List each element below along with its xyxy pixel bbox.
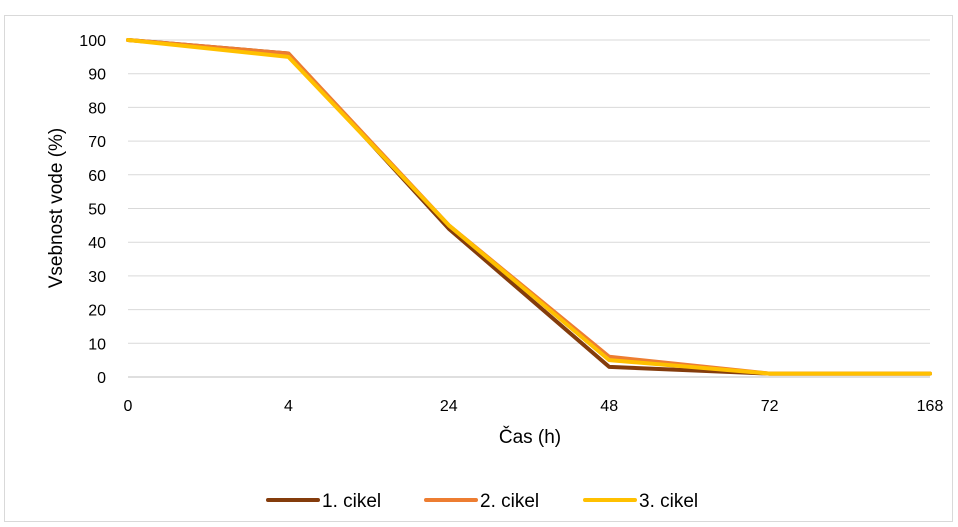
x-tick-label: 168 — [917, 398, 944, 415]
series-line-3 — [126, 38, 932, 376]
y-tick-label: 60 — [88, 168, 106, 185]
y-tick-label: 80 — [88, 100, 106, 117]
y-tick-label: 50 — [88, 202, 106, 219]
x-tick-label: 24 — [440, 398, 458, 415]
y-tick-label: 30 — [88, 269, 106, 286]
legend-label-2: 2. cikel — [480, 491, 539, 512]
x-tick-label: 0 — [124, 398, 133, 415]
series-line-2 — [126, 38, 932, 376]
y-tick-label: 40 — [88, 235, 106, 252]
x-axis-ticks: 0 4 24 48 72 168 — [124, 398, 944, 415]
x-tick-label: 48 — [600, 398, 618, 415]
y-tick-label: 0 — [97, 370, 106, 387]
x-tick-label: 4 — [284, 398, 293, 415]
y-tick-label: 10 — [88, 336, 106, 353]
chart-frame — [4, 15, 953, 522]
x-tick-label: 72 — [761, 398, 779, 415]
series-line-1 — [126, 38, 932, 376]
legend-label-1: 1. cikel — [322, 491, 381, 512]
y-axis-ticks: 0 10 20 30 40 50 60 70 80 90 100 — [79, 33, 106, 387]
y-tick-label: 90 — [88, 67, 106, 84]
series-lines — [126, 38, 932, 376]
legend-label-3: 3. cikel — [639, 491, 698, 512]
legend: 1. cikel 2. cikel 3. cikel — [266, 491, 698, 512]
x-axis-title: Čas (h) — [499, 426, 561, 448]
y-axis-title: Vsebnost vode (%) — [46, 128, 67, 289]
y-tick-label: 100 — [79, 33, 106, 50]
gridlines — [128, 39, 930, 344]
y-tick-label: 70 — [88, 134, 106, 151]
y-tick-label: 20 — [88, 303, 106, 320]
